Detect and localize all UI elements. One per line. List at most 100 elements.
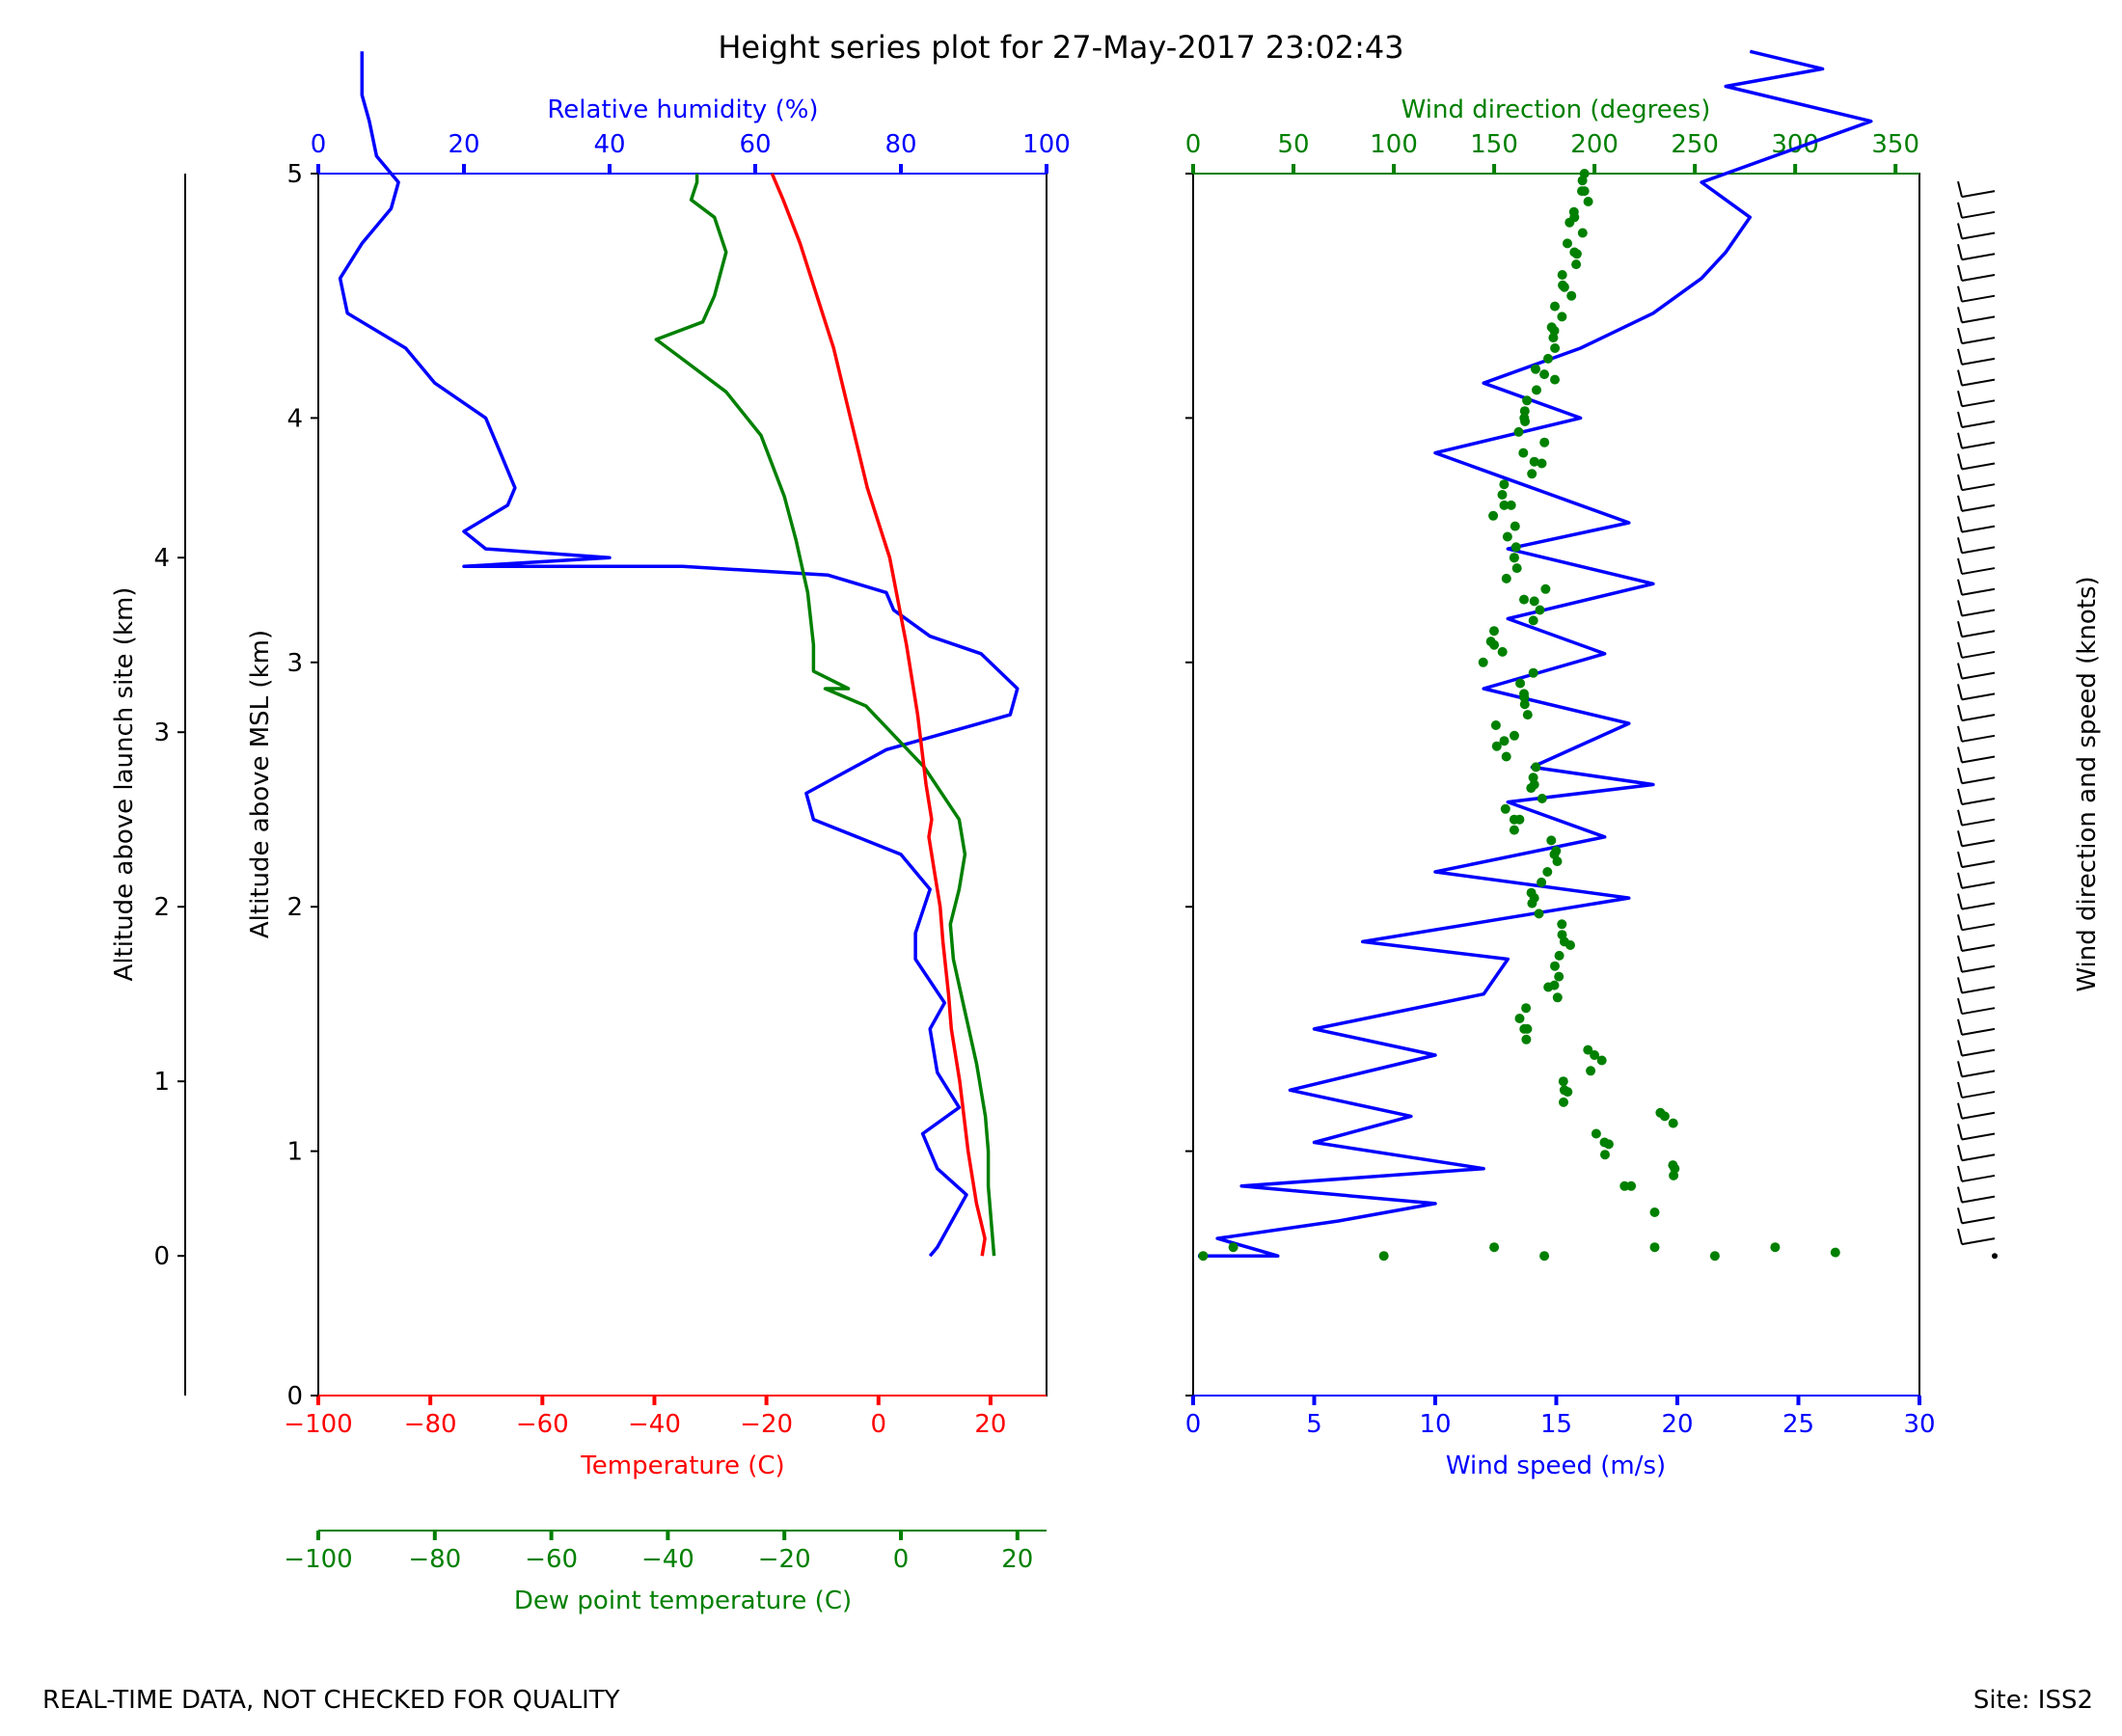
wind-direction-point xyxy=(1501,751,1511,762)
wind-direction-point xyxy=(1583,1044,1593,1055)
wind-direction-point xyxy=(1228,1242,1238,1253)
wind-barb xyxy=(1961,1237,1996,1246)
wind-direction-point xyxy=(1527,469,1537,479)
wind-direction-point xyxy=(1548,333,1559,343)
wind-barb-flag xyxy=(1957,1186,1963,1203)
wind-direction-point xyxy=(1586,1066,1596,1076)
wind-barb-flag xyxy=(1957,244,1963,260)
wind-direction-point xyxy=(1520,417,1531,426)
wind-direction-point xyxy=(1528,615,1538,626)
wind-speed-tick-label: 10 xyxy=(1419,1410,1451,1439)
wind-direction-point xyxy=(1527,898,1537,909)
thermo-lines xyxy=(338,51,1020,1258)
wind-direction-point xyxy=(1529,596,1539,607)
wind-barb xyxy=(1961,650,1996,659)
wind-direction-point xyxy=(1550,961,1560,971)
wind-barb-flag xyxy=(1957,641,1963,659)
temperature-tick-label: 20 xyxy=(974,1410,1006,1439)
wind-direction-point xyxy=(1566,290,1577,301)
wind-barb-flag xyxy=(1957,1124,1963,1140)
wind-direction-point xyxy=(1522,1023,1533,1034)
wind-direction-point xyxy=(1537,794,1547,803)
agl-tick-label: 2 xyxy=(153,893,170,922)
wind-direction-tick-label: 200 xyxy=(1570,130,1619,159)
wind-direction-point xyxy=(1540,583,1551,594)
wind-barb-flag xyxy=(1957,453,1963,470)
temperature-tick-label: −100 xyxy=(284,1410,352,1439)
wind-direction-point xyxy=(1497,646,1508,657)
agl-tick-label: 4 xyxy=(153,544,170,573)
dewpoint-tick-label: −40 xyxy=(641,1545,694,1574)
msl-axis-label: Altitude above MSL (km) xyxy=(246,630,275,938)
wind-barb-flag xyxy=(1957,474,1963,491)
dewpoint-tick-label: −100 xyxy=(284,1545,352,1574)
wind-barb xyxy=(1961,378,1996,387)
wind-barb-flag xyxy=(1957,956,1963,972)
wind-direction-point xyxy=(1568,206,1579,217)
wind-direction-point xyxy=(1539,1251,1550,1261)
wind-barb xyxy=(1961,399,1996,408)
wind-direction-point xyxy=(1510,542,1521,553)
wind-barb xyxy=(1961,357,1996,366)
temperature-tick-label: −80 xyxy=(404,1410,457,1439)
wind-direction-point xyxy=(1554,950,1564,961)
wind-direction-point xyxy=(1577,228,1588,238)
wind-direction-tick-label: 50 xyxy=(1277,130,1309,159)
msl-tick-label: 3 xyxy=(286,649,303,678)
wind-barb-flag xyxy=(1957,432,1963,448)
wind-direction-point xyxy=(1558,1076,1568,1087)
wind-barb xyxy=(1961,273,1996,282)
dewpoint-tick-label: −20 xyxy=(758,1545,811,1574)
wind-direction-point xyxy=(1506,500,1516,510)
wind-direction-point xyxy=(1531,762,1541,773)
wind-barb xyxy=(1961,1111,1996,1120)
wind-barb xyxy=(1961,253,1996,261)
wind-direction-point xyxy=(1563,1087,1573,1098)
agl-axis-label: Altitude above launch site (km) xyxy=(110,587,139,982)
agl-tick-label: 1 xyxy=(153,1068,170,1097)
wind-direction-point xyxy=(1519,406,1530,417)
wind-barb-flag xyxy=(1957,663,1963,679)
wind-direction-tick-label: 100 xyxy=(1370,130,1418,159)
wind-barb-flag xyxy=(1957,977,1963,993)
humidity-tick-label: 0 xyxy=(311,130,327,159)
wind-barb xyxy=(1961,734,1996,743)
wind-barb-flag xyxy=(1957,264,1963,282)
humidity-tick-label: 20 xyxy=(448,130,479,159)
wind-barb xyxy=(1961,714,1996,722)
wind-barb-flag xyxy=(1957,768,1963,784)
wind-direction-point xyxy=(1521,1003,1532,1014)
wind-barb-flag xyxy=(1957,557,1963,575)
wind-barb xyxy=(1961,1195,1996,1204)
wind-direction-point xyxy=(1510,730,1519,741)
wind-direction-point xyxy=(1514,1014,1525,1023)
thermo-ticks: −100 −80 −60 −40 −20 0 20−100 −80 −60 −40 −20 0 200 2… xyxy=(153,130,1070,1574)
wind-direction-point xyxy=(1489,626,1499,637)
wind-direction-point xyxy=(1557,270,1567,280)
wind-direction-point xyxy=(1552,992,1563,1003)
wind-barbs xyxy=(1957,180,1998,1260)
wind-direction-point xyxy=(1558,280,1568,290)
humidity-tick-label: 100 xyxy=(1022,130,1071,159)
wind-direction-point xyxy=(1577,186,1587,197)
wind-speed-tick-label: 0 xyxy=(1185,1410,1202,1439)
wind-barb-flag xyxy=(1957,348,1963,366)
wind-barb xyxy=(1961,609,1996,617)
dewpoint-tick-label: 20 xyxy=(1001,1545,1033,1574)
wind-direction-point xyxy=(1552,856,1563,867)
wind-direction-point xyxy=(1499,479,1510,490)
wind-barb xyxy=(1961,1174,1996,1182)
wind-barb-flag xyxy=(1957,684,1963,700)
humidity-axis-label: Relative humidity (%) xyxy=(547,95,818,124)
wind-direction-point xyxy=(1478,657,1488,667)
wind-barb-flag xyxy=(1957,537,1963,554)
wind-barb xyxy=(1961,1216,1996,1225)
wind-direction-point xyxy=(1499,500,1510,510)
wind-barb-flag xyxy=(1957,327,1963,344)
wind-direction-point xyxy=(1550,374,1560,385)
msl-tick-label: 5 xyxy=(286,160,303,189)
wind-barb-flag xyxy=(1957,516,1963,532)
wind-direction-point xyxy=(1550,301,1560,312)
msl-tick-label: 0 xyxy=(286,1382,303,1411)
quality-disclaimer: REAL-TIME DATA, NOT CHECKED FOR QUALITY xyxy=(42,1686,620,1715)
